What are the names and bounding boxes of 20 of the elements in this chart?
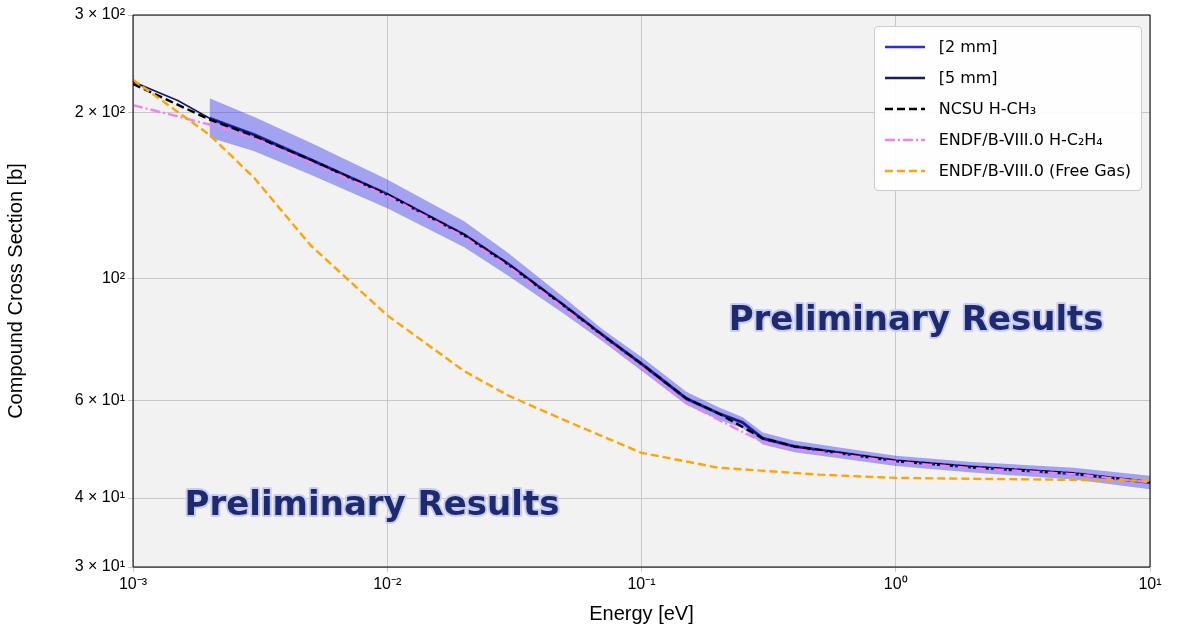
y-tick-label: 2 × 10² (74, 102, 126, 120)
y-tick-label: 3 × 10² (74, 5, 126, 23)
annotation: Preliminary Results (728, 298, 1104, 339)
legend-label: ENDF/B-VIII.0 H-C₂H₄ (938, 130, 1103, 149)
legend-label: [2 mm] (938, 37, 998, 56)
legend-label: ENDF/B-VIII.0 (Free Gas) (938, 161, 1131, 180)
y-tick-label: 4 × 10¹ (74, 488, 125, 506)
x-axis-title: Energy [eV] (589, 601, 694, 624)
y-tick-label: 3 × 10¹ (74, 557, 125, 575)
legend-label: NCSU H-CH₃ (938, 99, 1037, 118)
x-tick-label: 10¹ (1138, 575, 1162, 593)
legend-label: [5 mm] (938, 68, 998, 87)
x-tick-label: 10⁻¹ (627, 575, 656, 593)
annotation: Preliminary Results (184, 483, 560, 524)
x-tick-label: 10⁰ (883, 575, 908, 593)
x-tick-label: 10⁻³ (118, 575, 148, 593)
y-axis-title: Compound Cross Section [b] (3, 163, 26, 419)
y-tick-label: 6 × 10¹ (74, 391, 125, 409)
y-tick-label: 10² (101, 268, 126, 286)
x-tick-label: 10⁻² (373, 575, 402, 593)
